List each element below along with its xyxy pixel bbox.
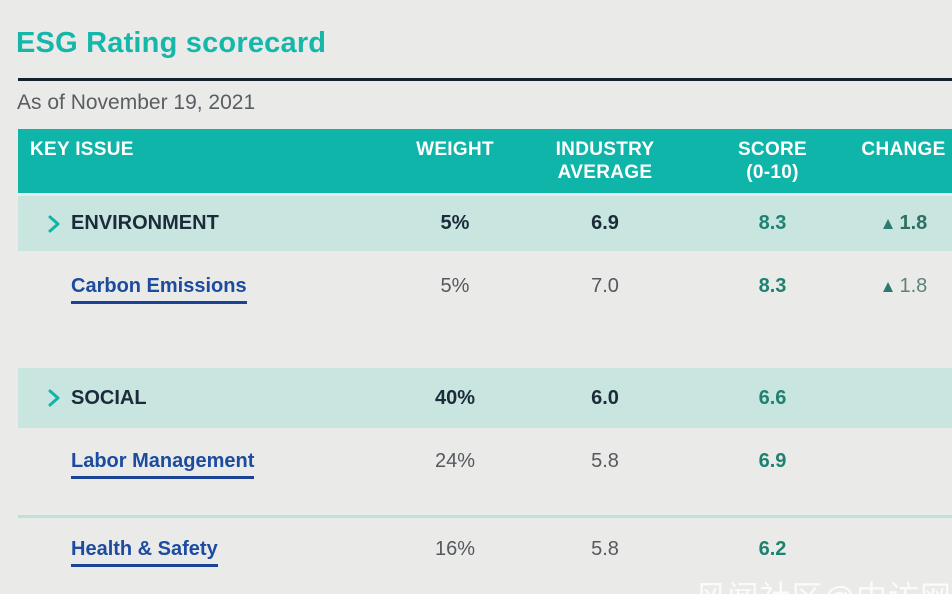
column-header-score: SCORE (0-10) — [690, 138, 855, 184]
health-safety-link[interactable]: Health & Safety — [71, 538, 218, 567]
table-row-environment[interactable]: ENVIRONMENT 5% 6.9 8.3 ▲ 1.8 — [18, 196, 952, 251]
triangle-up-icon: ▲ — [879, 214, 897, 233]
column-header-key-issue: KEY ISSUE — [18, 138, 390, 161]
weight-value: 5% — [440, 212, 470, 234]
column-header-label: CHANGE — [861, 139, 946, 160]
weight-value: 16% — [434, 538, 476, 560]
esg-scorecard-page: ESG Rating scorecard As of November 19, … — [0, 26, 952, 594]
page-title: ESG Rating scorecard — [16, 27, 327, 59]
triangle-up-icon: ▲ — [879, 277, 897, 296]
table-row-social[interactable]: SOCIAL 40% 6.0 6.6 — [18, 368, 952, 428]
column-header-label: WEIGHT — [416, 139, 494, 160]
table-header-row: KEY ISSUE WEIGHT INDUSTRY AVERAGE SCORE … — [18, 129, 952, 193]
column-header-change: CHANGE — [855, 138, 952, 161]
key-issue-cell: Health & Safety — [18, 538, 390, 567]
chevron-right-icon[interactable] — [48, 389, 60, 407]
change-value-cell: ▲ 1.8 — [855, 212, 952, 235]
weight-value: 40% — [434, 386, 476, 409]
column-header-weight: WEIGHT — [390, 138, 520, 161]
table-row-labor-management: Labor Management 24% 5.8 6.9 — [18, 428, 952, 518]
weight-value: 24% — [434, 450, 476, 472]
key-issue-cell: Labor Management — [18, 450, 390, 479]
carbon-emissions-link[interactable]: Carbon Emissions — [71, 275, 247, 304]
column-header-label: SCORE — [737, 139, 808, 160]
change-value: 1.8 — [899, 212, 928, 234]
title-divider — [18, 78, 952, 81]
score-value: 8.3 — [758, 212, 787, 234]
change-value-cell: ▲ 1.8 — [855, 275, 952, 298]
table-row-health-safety: Health & Safety 16% 5.8 6.2 — [18, 518, 952, 594]
score-value: 6.6 — [758, 386, 787, 409]
score-value: 6.2 — [758, 538, 787, 560]
column-header-label: AVERAGE — [557, 162, 653, 183]
chevron-right-icon[interactable] — [48, 215, 60, 233]
column-header-industry-average: INDUSTRY AVERAGE — [520, 138, 690, 184]
esg-rating-table: KEY ISSUE WEIGHT INDUSTRY AVERAGE SCORE … — [18, 129, 952, 594]
change-value: 1.8 — [899, 275, 928, 297]
table-row-carbon-emissions: Carbon Emissions 5% 7.0 8.3 ▲ 1.8 — [18, 251, 952, 368]
industry-average-value: 6.9 — [591, 212, 619, 234]
weight-value: 5% — [440, 275, 470, 297]
industry-average-value: 5.8 — [591, 538, 619, 560]
key-issue-cell: SOCIAL — [18, 387, 390, 410]
key-issue-cell: Carbon Emissions — [18, 275, 390, 304]
category-label: SOCIAL — [71, 386, 147, 409]
column-header-label: KEY ISSUE — [30, 139, 134, 160]
category-label: ENVIRONMENT — [71, 212, 219, 234]
as-of-date: As of November 19, 2021 — [17, 91, 256, 114]
labor-management-link[interactable]: Labor Management — [71, 450, 255, 479]
industry-average-value: 5.8 — [591, 450, 619, 472]
industry-average-value: 6.0 — [591, 386, 619, 409]
score-value: 8.3 — [758, 275, 787, 297]
key-issue-cell: ENVIRONMENT — [18, 212, 390, 235]
industry-average-value: 7.0 — [591, 275, 619, 297]
score-value: 6.9 — [758, 450, 787, 472]
column-header-label: INDUSTRY — [555, 139, 655, 160]
column-header-label: (0-10) — [746, 162, 799, 183]
